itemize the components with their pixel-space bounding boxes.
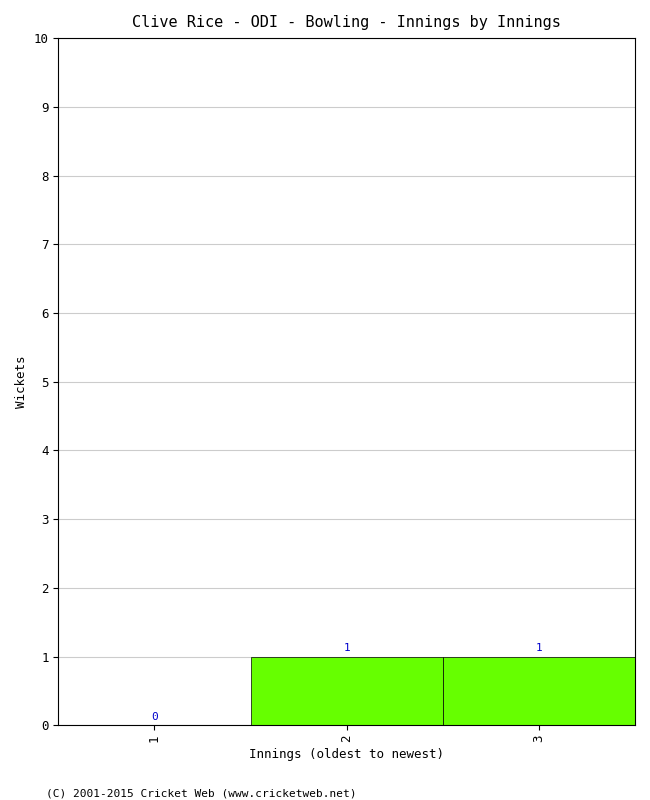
Y-axis label: Wickets: Wickets bbox=[15, 355, 28, 408]
X-axis label: Innings (oldest to newest): Innings (oldest to newest) bbox=[249, 748, 444, 761]
Text: 1: 1 bbox=[536, 643, 542, 653]
Bar bbox=[443, 657, 635, 726]
Text: 1: 1 bbox=[343, 643, 350, 653]
Title: Clive Rice - ODI - Bowling - Innings by Innings: Clive Rice - ODI - Bowling - Innings by … bbox=[132, 15, 561, 30]
Text: (C) 2001-2015 Cricket Web (www.cricketweb.net): (C) 2001-2015 Cricket Web (www.cricketwe… bbox=[46, 788, 356, 798]
Bar bbox=[250, 657, 443, 726]
Text: 0: 0 bbox=[151, 712, 158, 722]
